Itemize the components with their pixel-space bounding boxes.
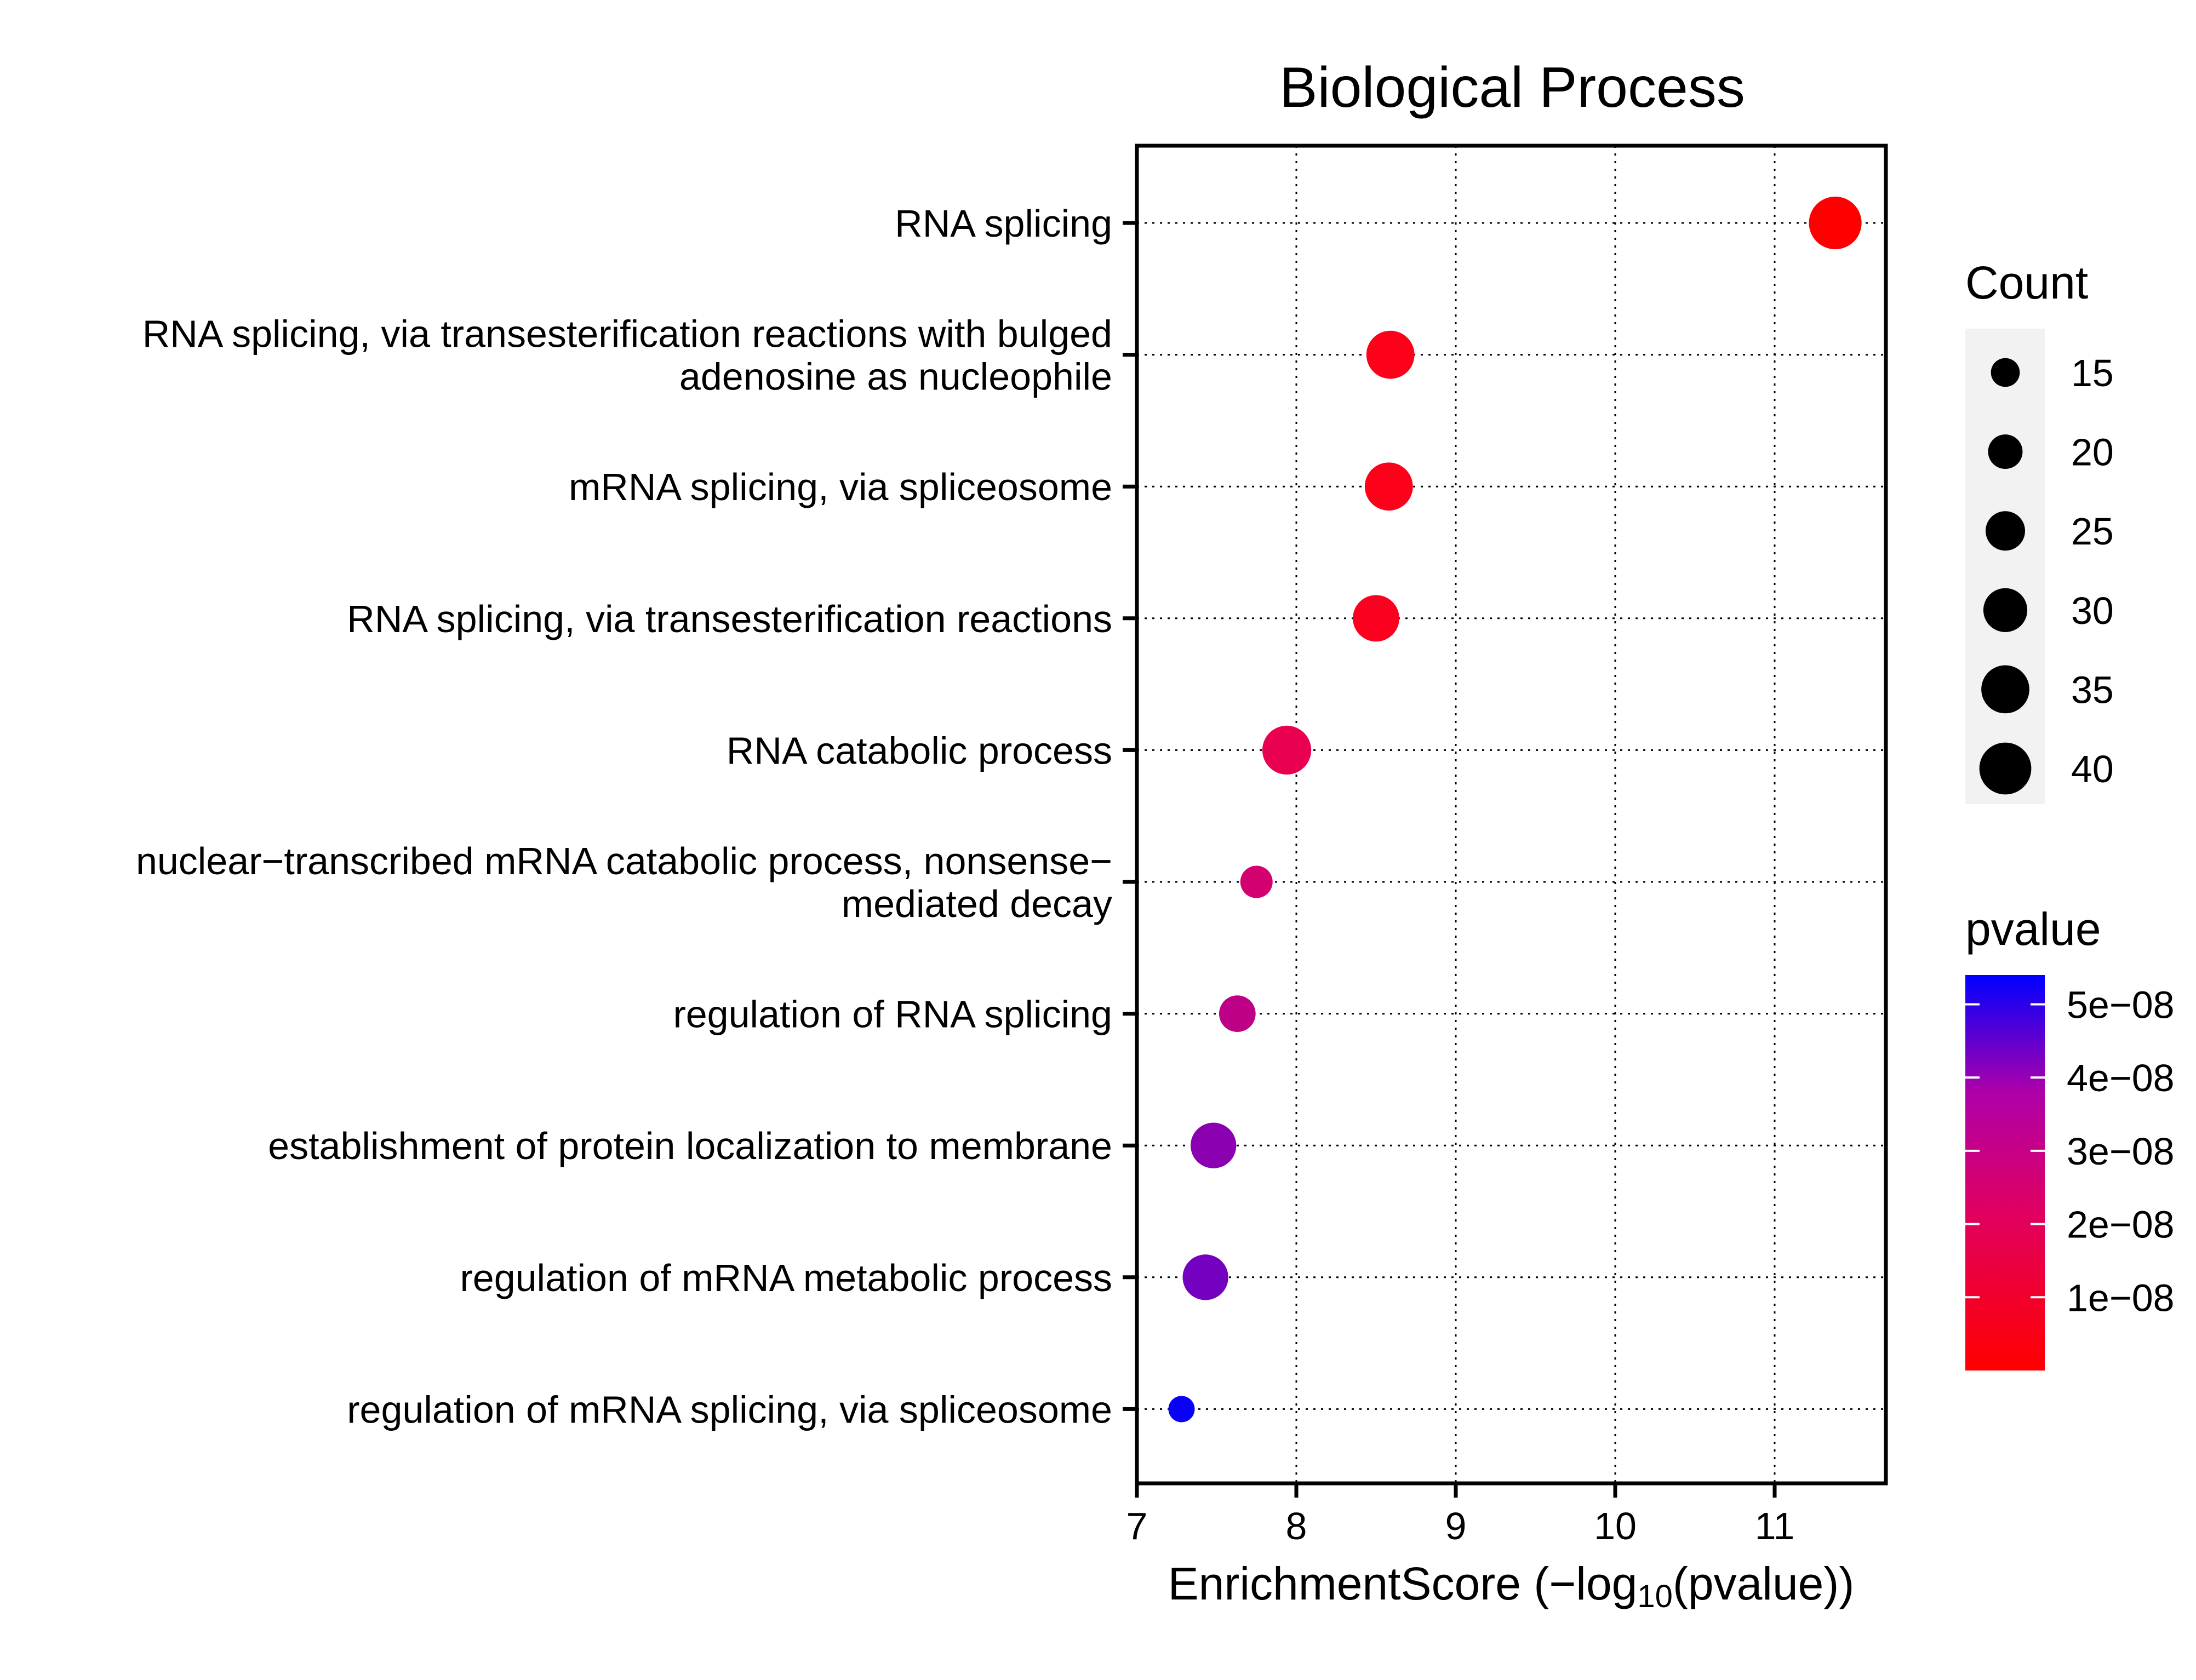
y-tick-label: mRNA splicing, via spliceosome <box>569 466 1112 508</box>
size-legend-label: 20 <box>2071 431 2114 474</box>
size-legend-keys-background <box>1965 329 2045 804</box>
x-tick-label: 10 <box>1594 1505 1637 1547</box>
y-tick-label-line: mediated decay <box>842 882 1112 925</box>
data-point <box>1240 865 1273 898</box>
size-legend-key <box>1988 434 2023 469</box>
size-legend-title: Count <box>1965 257 2088 308</box>
size-legend-label: 35 <box>2071 668 2114 711</box>
chart-title: Biological Process <box>1279 56 1745 119</box>
plot-points <box>1168 196 1862 1423</box>
size-legend-label: 25 <box>2071 510 2114 553</box>
data-point <box>1168 1396 1195 1423</box>
x-tick-label: 9 <box>1445 1505 1467 1547</box>
size-legend-label: 15 <box>2071 352 2114 394</box>
x-tick-label: 8 <box>1286 1505 1307 1547</box>
y-tick-label: regulation of RNA splicing <box>673 993 1112 1036</box>
data-point <box>1219 995 1256 1032</box>
x-axis-title: EnrichmentScore (−log10(pvalue)) <box>1168 1558 1855 1614</box>
y-tick-label: RNA splicing <box>895 202 1112 245</box>
y-tick-label-line: mRNA splicing, via spliceosome <box>569 466 1112 508</box>
x-axis-title-suffix: (pvalue)) <box>1673 1558 1854 1609</box>
size-legend-label: 40 <box>2071 748 2114 790</box>
y-tick-label-line: adenosine as nucleophile <box>679 356 1112 398</box>
x-axis-title-subscript: 10 <box>1637 1579 1673 1614</box>
color-legend-label: 3e−08 <box>2067 1130 2175 1173</box>
y-tick-label-line: establishment of protein localization to… <box>268 1125 1112 1167</box>
color-legend: pvalue 5e−08 4e−08 3e−08 2e−08 1e−08 <box>1965 903 2175 1371</box>
x-axis: 7 8 9 10 11 <box>1126 1483 1795 1547</box>
color-legend-label: 5e−08 <box>2067 983 2175 1026</box>
y-tick-label: RNA catabolic process <box>727 729 1112 772</box>
y-tick-label-line: RNA splicing, via transesterification re… <box>142 313 1112 356</box>
size-legend: Count 15 20 25 30 35 40 <box>1965 257 2114 804</box>
y-tick-label-line: RNA catabolic process <box>727 729 1112 772</box>
plot-panel-border <box>1135 144 1888 1486</box>
size-legend-key <box>1991 358 2020 387</box>
y-tick-label: regulation of mRNA splicing, via spliceo… <box>347 1388 1112 1431</box>
data-point <box>1353 595 1399 642</box>
x-tick-label: 7 <box>1126 1505 1148 1547</box>
color-legend-label: 2e−08 <box>2067 1203 2175 1246</box>
x-axis-title-prefix: EnrichmentScore (−log <box>1168 1558 1638 1609</box>
y-tick-label-line: RNA splicing, via transesterification re… <box>347 598 1112 640</box>
data-point <box>1366 330 1415 379</box>
color-legend-label: 1e−08 <box>2067 1276 2175 1319</box>
size-legend-items: 15 20 25 30 35 40 <box>1979 352 2114 795</box>
plot-gridlines <box>1136 146 1886 1483</box>
size-legend-key <box>1986 511 2025 551</box>
size-legend-key <box>1979 742 2032 795</box>
data-point <box>1364 462 1413 511</box>
y-axis: RNA splicing RNA splicing, via transester… <box>136 202 1137 1431</box>
y-tick-label-line: regulation of mRNA splicing, via spliceo… <box>347 1388 1112 1431</box>
color-legend-label: 4e−08 <box>2067 1057 2175 1099</box>
data-point <box>1182 1254 1228 1300</box>
data-point <box>1262 725 1312 775</box>
x-tick-label: 11 <box>1755 1505 1795 1547</box>
size-legend-key <box>1981 665 2029 714</box>
data-point <box>1809 196 1862 250</box>
size-legend-key <box>1983 588 2028 632</box>
y-tick-label: regulation of mRNA metabolic process <box>460 1257 1112 1299</box>
y-tick-label: RNA splicing, via transesterification re… <box>142 313 1112 398</box>
size-legend-label: 30 <box>2071 589 2114 632</box>
color-legend-title: pvalue <box>1965 903 2101 955</box>
y-tick-label-line: nuclear−transcribed mRNA catabolic proce… <box>136 840 1112 882</box>
color-legend-bar <box>1965 975 2045 1371</box>
y-tick-label-line: regulation of RNA splicing <box>673 993 1112 1036</box>
data-point <box>1191 1122 1237 1168</box>
y-tick-label-line: RNA splicing <box>895 202 1112 245</box>
y-tick-label: establishment of protein localization to… <box>268 1125 1112 1167</box>
color-legend-ticks: 5e−08 4e−08 3e−08 2e−08 1e−08 <box>1965 983 2175 1319</box>
y-tick-label: nuclear−transcribed mRNA catabolic proce… <box>136 840 1112 925</box>
y-tick-label: RNA splicing, via transesterification re… <box>347 598 1112 640</box>
y-tick-label-line: regulation of mRNA metabolic process <box>460 1257 1112 1299</box>
